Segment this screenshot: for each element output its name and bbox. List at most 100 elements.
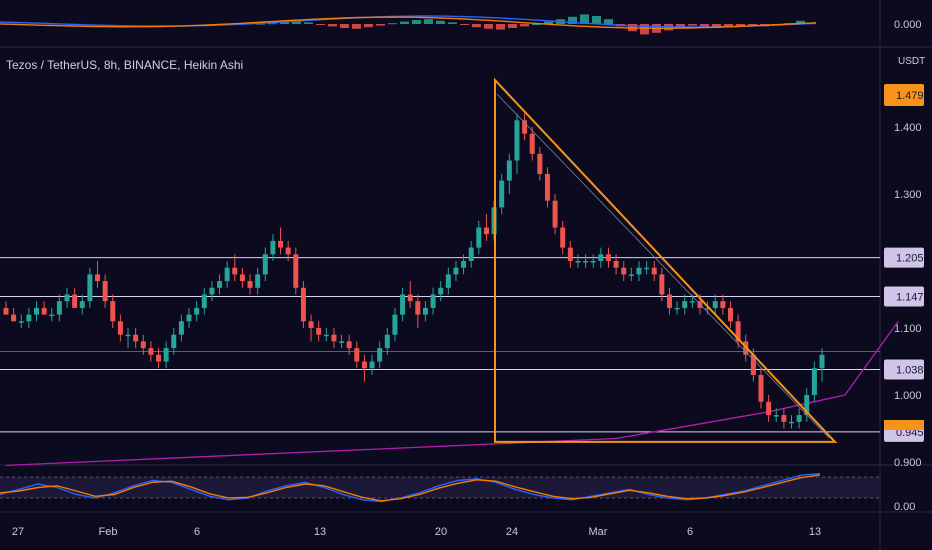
- candle-body: [705, 307, 711, 310]
- candle-body: [133, 334, 139, 342]
- macd-tick-label: 0.000: [894, 19, 922, 31]
- candle-body: [186, 314, 192, 322]
- candle-body: [598, 254, 604, 261]
- candle-body: [369, 361, 375, 369]
- time-tick-label: 6: [194, 526, 200, 538]
- level-label-box: [884, 359, 924, 380]
- macd-histogram-bar: [520, 24, 529, 27]
- candle-body: [392, 314, 398, 335]
- price-tick-label: 1.400: [894, 122, 922, 134]
- macd-histogram-bar: [688, 24, 697, 26]
- candle-body: [621, 267, 627, 275]
- macd-histogram-bar: [700, 24, 709, 28]
- macd-histogram-bar: [736, 24, 745, 26]
- level-label-text: 1.147: [896, 292, 924, 304]
- candle-body: [346, 341, 352, 349]
- time-tick-label: 13: [809, 526, 821, 538]
- candle-body: [422, 307, 428, 315]
- macd-histogram-bar: [304, 22, 313, 24]
- price-marker-box: [884, 420, 924, 430]
- candle-body: [605, 254, 611, 261]
- candle-body: [140, 341, 146, 349]
- candle-body: [575, 261, 581, 263]
- candle-body: [18, 321, 24, 323]
- macd-histogram-bar: [340, 24, 349, 28]
- candle-body: [689, 301, 695, 303]
- candle-body: [239, 274, 245, 282]
- candle-body: [194, 307, 200, 315]
- candle-body: [26, 314, 32, 322]
- candle-body: [209, 287, 215, 295]
- candle-body: [666, 294, 672, 308]
- price-unit-label: USDT: [898, 56, 925, 67]
- macd-histogram-bar: [724, 24, 733, 27]
- time-tick-label: Feb: [99, 526, 118, 538]
- macd-histogram-bar: [568, 16, 577, 24]
- triangle-drawing: [494, 77, 838, 443]
- time-tick-label: 20: [435, 526, 447, 538]
- macd-histogram-bar: [676, 24, 685, 28]
- macd-histogram-bar: [712, 24, 721, 28]
- candle-body: [407, 294, 413, 302]
- macd-histogram-bar: [316, 24, 325, 25]
- candle-body: [201, 294, 207, 308]
- candle-body: [41, 307, 47, 315]
- candle-body: [415, 301, 421, 315]
- macd-histogram-bar: [256, 23, 265, 25]
- macd-histogram-bar: [436, 20, 445, 24]
- candle-body: [117, 321, 123, 335]
- candle-body: [72, 294, 78, 308]
- candle-body: [583, 261, 589, 263]
- candle-body: [537, 153, 543, 174]
- candle-body: [499, 180, 505, 208]
- candle-body: [285, 247, 291, 255]
- candle-body: [247, 281, 253, 288]
- stoch-series-line: [0, 472, 821, 503]
- candle-body: [64, 294, 70, 302]
- macd-histogram-bar: [484, 24, 493, 29]
- candle-body: [659, 274, 665, 295]
- candle-body: [3, 307, 9, 315]
- candle-body: [56, 301, 62, 315]
- level-label-box: [884, 286, 924, 307]
- candle-body: [644, 267, 650, 270]
- candle-body: [430, 294, 436, 308]
- candle-body: [308, 321, 314, 328]
- candle-body: [171, 334, 177, 349]
- time-tick-label: 27: [12, 526, 24, 538]
- candle-body: [529, 133, 535, 154]
- candle-body: [758, 374, 764, 402]
- macd-histogram-bar: [280, 22, 289, 24]
- macd-histogram-bar: [508, 24, 517, 28]
- candle-body: [34, 307, 40, 315]
- chart-title: Tezos / TetherUS, 8h, BINANCE, Heikin As…: [6, 58, 244, 72]
- moving-average-line: [5, 320, 899, 467]
- candle-body: [255, 274, 261, 288]
- candle-body: [796, 415, 802, 422]
- level-label-box: [884, 247, 924, 268]
- candle-body: [674, 307, 680, 310]
- signal-line: [0, 16, 817, 29]
- candle-body: [468, 247, 474, 261]
- candle-body: [682, 301, 688, 308]
- candle-body: [727, 307, 733, 322]
- candle-body: [49, 314, 55, 317]
- candle-body: [506, 160, 512, 181]
- candle-body: [781, 415, 787, 422]
- candle-body: [613, 261, 619, 268]
- macd-histogram-bar: [532, 24, 541, 25]
- macd-histogram-bar: [412, 20, 421, 24]
- macd-histogram-bar: [496, 24, 505, 30]
- candle-body: [331, 334, 337, 342]
- macd-histogram-bar: [328, 24, 337, 27]
- candle-body: [766, 401, 772, 416]
- candle-body: [522, 120, 528, 134]
- macd-histogram-bar: [424, 19, 433, 24]
- macd-histogram-bar: [544, 21, 553, 24]
- time-tick-label: Mar: [589, 526, 608, 538]
- macd-histogram-bar: [352, 24, 361, 29]
- candle-body: [735, 321, 741, 342]
- macd-histogram-bar: [400, 21, 409, 24]
